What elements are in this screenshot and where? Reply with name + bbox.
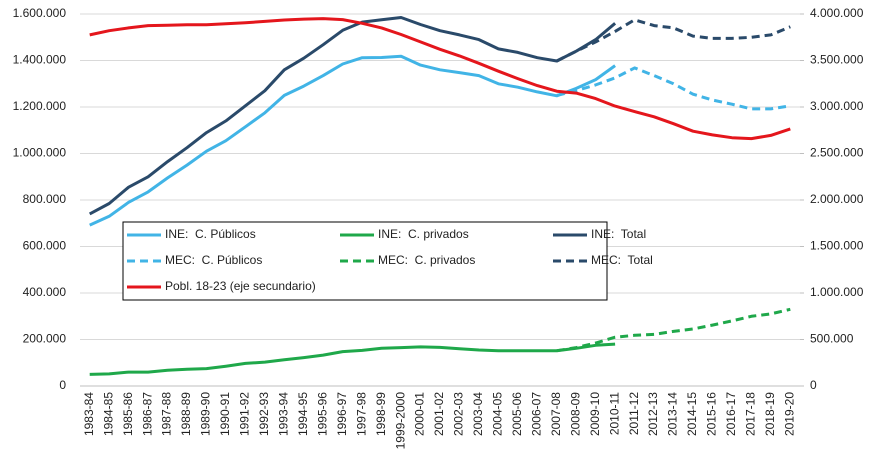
x-tick-label: 1999-2000 xyxy=(393,392,407,450)
legend-label: MEC: C. Públicos xyxy=(165,253,262,267)
x-tick-label: 2017-18 xyxy=(744,392,758,436)
x-tick-label: 1989-90 xyxy=(199,392,213,436)
x-tick-label: 1986-87 xyxy=(140,392,154,436)
x-tick-label: 2014-15 xyxy=(685,392,699,436)
x-tick-label: 1988-89 xyxy=(179,392,193,436)
series-line xyxy=(88,16,617,216)
x-tick-label: 2016-17 xyxy=(724,392,738,436)
x-tick-label: 1995-96 xyxy=(315,392,329,436)
y-tick-label: 1.600.000 xyxy=(13,6,67,20)
x-tick-label: 1991-92 xyxy=(238,392,252,436)
y2-tick-label: 3.000.000 xyxy=(810,99,864,113)
x-tick-label: 2003-04 xyxy=(471,392,485,436)
x-tick-label: 2011-12 xyxy=(627,392,641,435)
y-tick-label: 1.400.000 xyxy=(13,53,67,67)
series-line xyxy=(556,18,791,63)
x-tick-label: 2006-07 xyxy=(529,392,543,436)
x-tick-label: 2009-10 xyxy=(588,392,602,436)
x-tick-label: 1993-94 xyxy=(276,392,290,436)
y2-tick-label: 500.000 xyxy=(810,332,854,346)
y-tick-label: 600.000 xyxy=(23,239,67,253)
x-tick-label: 2004-05 xyxy=(491,392,505,436)
x-tick-label: 1996-97 xyxy=(335,392,349,436)
x-tick-label: 1983-84 xyxy=(82,392,96,436)
y2-tick-label: 2.500.000 xyxy=(810,146,864,160)
series-line xyxy=(89,54,616,227)
x-tick-label: 2015-16 xyxy=(705,392,719,436)
x-tick-label: 2000-01 xyxy=(413,392,427,436)
y2-tick-label: 1.500.000 xyxy=(810,239,864,253)
y-tick-label: 800.000 xyxy=(23,192,67,206)
x-tick-label: 2013-14 xyxy=(666,392,680,436)
series-line xyxy=(89,342,616,376)
series-line xyxy=(89,17,791,141)
x-tick-label: 2002-03 xyxy=(452,392,466,436)
x-tick-label: 1994-95 xyxy=(296,392,310,436)
x-tick-label: 1987-88 xyxy=(160,392,174,436)
y-tick-label: 1.200.000 xyxy=(13,99,67,113)
y2-tick-label: 4.000.000 xyxy=(810,6,864,20)
legend-label: INE: Total xyxy=(591,227,646,241)
x-tick-label: 2001-02 xyxy=(432,392,446,436)
x-tick-label: 2007-08 xyxy=(549,392,563,436)
x-tick-label: 2005-06 xyxy=(510,392,524,436)
y-tick-label: 1.000.000 xyxy=(13,146,67,160)
x-tick-label: 2018-19 xyxy=(763,392,777,436)
y-tick-label: 400.000 xyxy=(23,285,67,299)
x-tick-label: 1992-93 xyxy=(257,392,271,436)
y2-tick-label: 3.500.000 xyxy=(810,53,864,67)
y-tick-label: 0 xyxy=(59,378,66,392)
legend-label: MEC: Total xyxy=(591,253,653,267)
x-tick-label: 2010-11 xyxy=(607,392,621,435)
x-tick-label: 1985-86 xyxy=(121,392,135,436)
legend-label: INE: C. privados xyxy=(378,227,469,241)
y2-tick-label: 0 xyxy=(810,378,817,392)
x-tick-label: 2012-13 xyxy=(646,392,660,436)
y2-tick-label: 2.000.000 xyxy=(810,192,864,206)
x-tick-label: 1997-98 xyxy=(354,392,368,436)
x-tick-label: 1990-91 xyxy=(218,392,232,436)
x-tick-label: 2019-20 xyxy=(782,392,796,436)
y2-tick-label: 1.000.000 xyxy=(810,285,864,299)
x-tick-label: 2008-09 xyxy=(568,392,582,436)
y-tick-label: 200.000 xyxy=(23,332,67,346)
x-tick-label: 1998-99 xyxy=(374,392,388,436)
legend-label: MEC: C. privados xyxy=(378,253,475,267)
legend-label: Pobl. 18-23 (eje secundario) xyxy=(165,279,316,293)
series-line xyxy=(556,66,791,111)
legend-label: INE: C. Públicos xyxy=(165,227,256,241)
series-line xyxy=(556,307,791,353)
x-tick-label: 1984-85 xyxy=(101,392,115,436)
